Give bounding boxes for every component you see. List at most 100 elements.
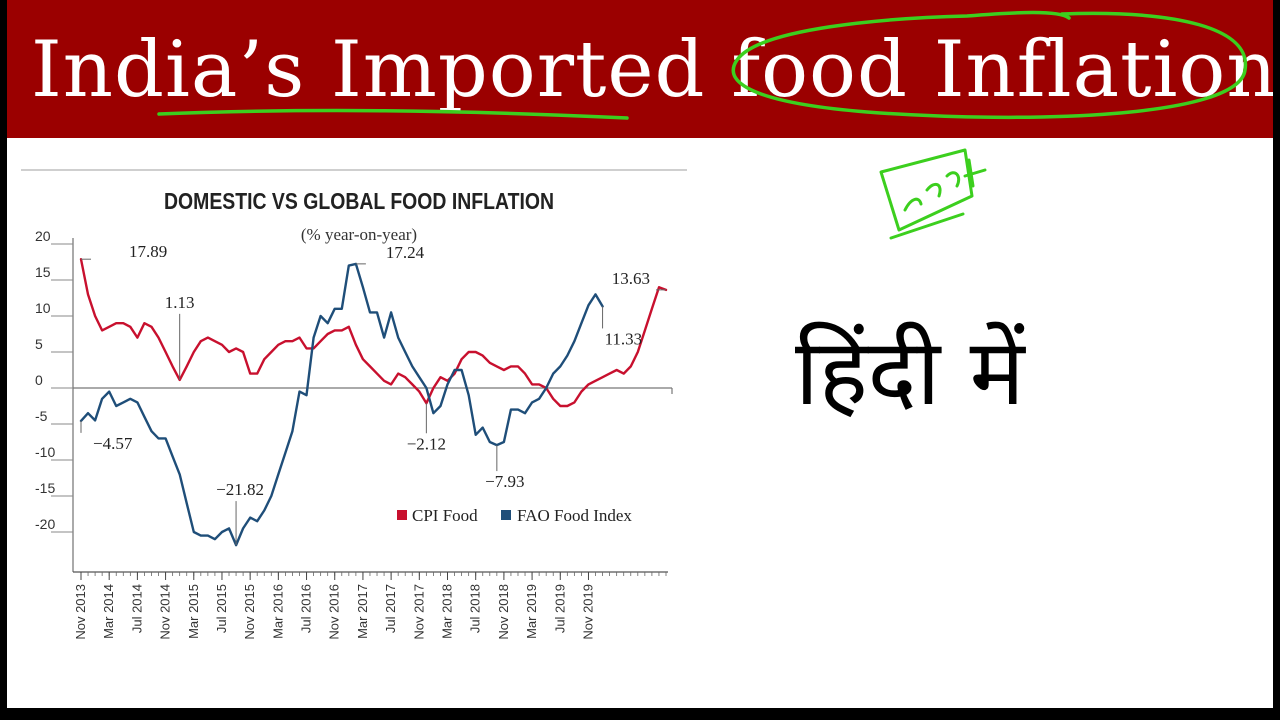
data-point-cpi-food	[637, 351, 639, 353]
data-point-fao-food-index	[510, 408, 512, 411]
data-point-fao-food-index	[566, 354, 569, 357]
data-point-cpi-food	[214, 340, 216, 342]
y-tick-label: 20	[35, 228, 51, 244]
data-point-cpi-food	[228, 351, 230, 353]
legend-label-cpi-food: CPI Food	[412, 506, 478, 525]
data-point-cpi-food	[221, 344, 223, 346]
data-point-cpi-food	[101, 329, 103, 332]
data-point-fao-food-index	[453, 369, 456, 371]
data-point-fao-food-index	[298, 390, 301, 393]
data-label: 17.89	[129, 242, 167, 261]
data-point-fao-food-index	[150, 430, 153, 433]
data-point-cpi-food	[108, 326, 110, 328]
data-point-cpi-food	[200, 340, 202, 342]
data-point-cpi-food	[150, 326, 153, 328]
data-point-cpi-food	[185, 365, 188, 368]
data-point-fao-food-index	[94, 419, 96, 422]
data-point-fao-food-index	[488, 441, 491, 443]
data-label: −21.82	[216, 480, 264, 499]
x-tick-label: Mar 2016	[270, 584, 285, 639]
data-point-fao-food-index	[503, 441, 505, 443]
data-point-cpi-food	[164, 351, 167, 353]
data-point-cpi-food	[566, 405, 569, 407]
data-point-cpi-food	[376, 372, 378, 375]
legend-swatch-cpi-food	[397, 510, 407, 520]
y-tick-label: -5	[35, 408, 48, 424]
data-point-cpi-food	[390, 383, 392, 386]
food-box-scribble	[879, 148, 987, 240]
chart-container: DOMESTIC VS GLOBAL FOOD INFLATION (% yea…	[21, 166, 687, 656]
data-point-cpi-food	[432, 387, 435, 389]
data-point-fao-food-index	[101, 398, 103, 400]
data-point-cpi-food	[517, 365, 519, 368]
data-point-fao-food-index	[228, 527, 230, 530]
data-point-cpi-food	[573, 401, 576, 404]
data-point-fao-food-index	[129, 398, 132, 400]
data-point-cpi-food	[284, 340, 287, 342]
data-label: −4.57	[93, 434, 133, 453]
data-label: 1.13	[165, 293, 195, 312]
data-point-fao-food-index	[256, 520, 259, 522]
data-point-cpi-food	[192, 351, 195, 353]
data-point-cpi-food	[207, 336, 209, 339]
underline-scribble	[157, 108, 629, 120]
data-label: −2.12	[407, 434, 446, 453]
x-tick-label: Jul 2014	[129, 584, 144, 633]
x-tick-label: Jul 2016	[299, 584, 314, 633]
data-point-fao-food-index	[291, 430, 294, 433]
data-point-fao-food-index	[249, 516, 251, 519]
data-point-fao-food-index	[390, 311, 392, 314]
data-point-fao-food-index	[326, 322, 329, 324]
data-point-cpi-food	[94, 315, 96, 317]
data-point-fao-food-index	[164, 437, 167, 440]
x-tick-label: Nov 2019	[580, 584, 595, 640]
data-point-cpi-food	[249, 372, 251, 375]
data-point-fao-food-index	[594, 293, 597, 296]
y-tick-label: 0	[35, 372, 43, 388]
data-point-fao-food-index	[348, 264, 350, 267]
data-point-fao-food-index	[552, 372, 555, 375]
legend-label-fao-food-index: FAO Food Index	[517, 506, 632, 525]
data-point-cpi-food	[235, 347, 237, 350]
data-point-fao-food-index	[242, 527, 244, 530]
data-point-cpi-food	[383, 380, 385, 382]
x-tick-label: Jul 2019	[552, 584, 567, 633]
data-point-cpi-food	[594, 380, 597, 382]
title-banner: India’s Imported food Inflation	[7, 0, 1273, 138]
x-tick-label: Nov 2015	[242, 584, 257, 640]
data-point-fao-food-index	[277, 473, 280, 476]
x-tick-label: Jul 2017	[383, 584, 398, 633]
y-tick-label: 15	[35, 264, 51, 280]
data-point-cpi-food	[242, 351, 244, 353]
data-point-cpi-food	[559, 405, 562, 407]
data-point-cpi-food	[263, 358, 266, 360]
data-label: −7.93	[485, 472, 524, 491]
data-point-cpi-food	[397, 372, 399, 375]
data-point-fao-food-index	[376, 311, 378, 314]
data-point-fao-food-index	[136, 401, 139, 404]
data-point-cpi-food	[157, 336, 160, 339]
x-tick-label: Nov 2013	[73, 584, 88, 640]
hindi-caption: हिंदी में	[795, 319, 1025, 426]
data-label: 13.63	[612, 269, 650, 288]
data-point-cpi-food	[474, 351, 477, 353]
data-point-fao-food-index	[559, 365, 562, 368]
ellipse-scribble	[731, 10, 1248, 120]
data-point-cpi-food	[587, 383, 590, 386]
data-point-fao-food-index	[481, 426, 484, 429]
series-layer	[79, 258, 668, 547]
data-point-fao-food-index	[319, 315, 322, 317]
x-tick-label: Mar 2019	[524, 584, 539, 639]
data-point-cpi-food	[298, 336, 301, 339]
data-point-cpi-food	[277, 344, 280, 346]
data-point-fao-food-index	[369, 311, 371, 314]
data-point-cpi-food	[122, 322, 125, 324]
data-point-cpi-food	[496, 365, 498, 368]
data-point-cpi-food	[355, 344, 357, 346]
data-point-cpi-food	[319, 340, 322, 342]
data-point-cpi-food	[608, 372, 611, 375]
data-point-fao-food-index	[517, 408, 519, 411]
x-tick-label: Nov 2014	[158, 584, 173, 640]
data-point-cpi-food	[467, 351, 470, 353]
data-point-fao-food-index	[284, 452, 287, 454]
